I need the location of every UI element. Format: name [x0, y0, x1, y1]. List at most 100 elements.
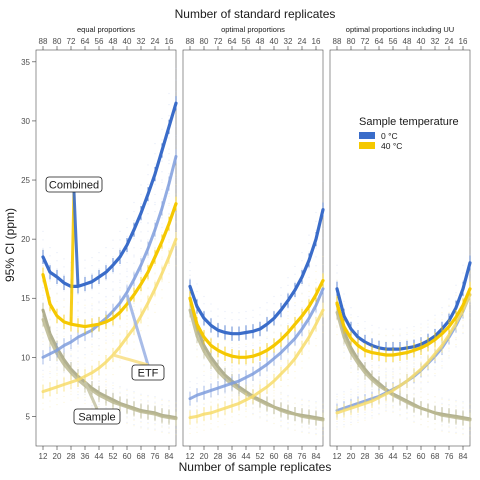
cloud-point: [168, 405, 170, 407]
cloud-point: [287, 284, 289, 286]
cloud-point: [63, 395, 65, 398]
cloud-point: [189, 269, 191, 272]
cloud-point: [462, 434, 464, 436]
cloud-point: [196, 314, 198, 316]
cloud-point: [357, 378, 359, 380]
cloud-point: [231, 392, 233, 394]
cloud-point: [462, 325, 464, 327]
cloud-point: [161, 297, 163, 299]
cloud-point: [189, 432, 191, 435]
cloud-point: [343, 420, 345, 423]
cloud-point: [112, 288, 114, 290]
cloud-point: [147, 203, 149, 205]
cloud-point: [392, 371, 394, 373]
cloud-point: [448, 426, 450, 428]
cloud-point: [119, 391, 121, 393]
cloud-point: [420, 424, 422, 426]
cloud-point: [161, 399, 163, 402]
cloud-point: [210, 337, 212, 339]
cloud-point: [98, 354, 100, 357]
cloud-point: [448, 305, 450, 307]
cloud-point: [294, 397, 296, 399]
cloud-point: [287, 423, 289, 425]
cloud-point: [161, 179, 163, 181]
cloud-point: [301, 337, 303, 339]
cloud-point: [273, 417, 275, 419]
cloud-point: [84, 267, 86, 269]
cloud-point: [245, 410, 247, 412]
cloud-point: [455, 401, 457, 403]
cloud-point: [322, 434, 324, 436]
cloud-point: [224, 362, 226, 364]
cloud-point: [336, 401, 338, 403]
cloud-point: [63, 298, 65, 300]
cloud-point: [140, 400, 142, 402]
cloud-point: [168, 92, 170, 95]
cloud-point: [238, 371, 240, 373]
cloud-point: [42, 287, 44, 289]
top-tick-label: 88: [186, 37, 195, 46]
x-tick-label: 44: [95, 452, 104, 461]
cloud-point: [91, 308, 93, 310]
cloud-point: [98, 406, 100, 408]
cloud-point: [259, 379, 261, 381]
cloud-point: [140, 272, 142, 275]
y-tick-label: 35: [21, 58, 30, 67]
cloud-point: [315, 432, 317, 435]
cloud-point: [189, 277, 191, 280]
cloud-point: [154, 143, 156, 145]
cloud-point: [147, 263, 149, 265]
cloud-point: [455, 336, 457, 339]
cloud-point: [56, 284, 58, 286]
cloud-point: [385, 376, 387, 379]
cloud-point: [196, 313, 198, 315]
cloud-point: [294, 397, 296, 399]
cloud-point: [168, 241, 170, 243]
cloud-point: [161, 160, 163, 162]
cloud-point: [91, 303, 93, 305]
cloud-point: [84, 357, 86, 359]
cloud-point: [399, 335, 401, 337]
cloud-point: [112, 341, 114, 343]
top-tick-label: 72: [67, 37, 76, 46]
cloud-point: [168, 195, 170, 197]
cloud-point: [161, 232, 163, 234]
cloud-point: [168, 281, 170, 283]
cloud-point: [84, 394, 86, 396]
cloud-point: [70, 354, 72, 357]
cloud-point: [420, 323, 422, 325]
cloud-point: [287, 385, 289, 387]
series-combined-warm: [41, 202, 178, 329]
cloud-point: [462, 264, 464, 266]
cloud-point: [203, 303, 205, 305]
series-etf-cold: [41, 154, 178, 359]
top-tick-label: 32: [137, 37, 146, 46]
cloud-point: [385, 406, 387, 408]
cloud-point: [322, 218, 324, 220]
cloud-point: [196, 431, 198, 434]
cloud-point: [399, 367, 401, 369]
cloud-point: [245, 364, 247, 366]
cloud-point: [462, 331, 464, 334]
cloud-point: [308, 242, 310, 245]
cloud-point: [126, 218, 128, 220]
cloud-point: [133, 270, 135, 272]
cloud-point: [63, 372, 65, 374]
cloud-point: [315, 211, 317, 214]
cloud-point: [406, 368, 408, 370]
cloud-point: [301, 300, 303, 302]
cloud-point: [133, 286, 135, 288]
top-tick-label: 32: [431, 37, 440, 46]
cloud-point: [280, 360, 282, 363]
cloud-point: [105, 380, 107, 382]
cloud-point: [175, 174, 177, 176]
y-tick-label: 5: [26, 412, 31, 421]
combined-label: Combined: [49, 180, 99, 192]
cloud-point: [189, 274, 191, 276]
cloud-point: [301, 426, 303, 428]
cloud-point: [161, 139, 163, 141]
cloud-point: [266, 309, 268, 311]
cloud-point: [406, 365, 408, 367]
cloud-point: [231, 395, 233, 398]
x-tick-label: 84: [459, 452, 468, 461]
